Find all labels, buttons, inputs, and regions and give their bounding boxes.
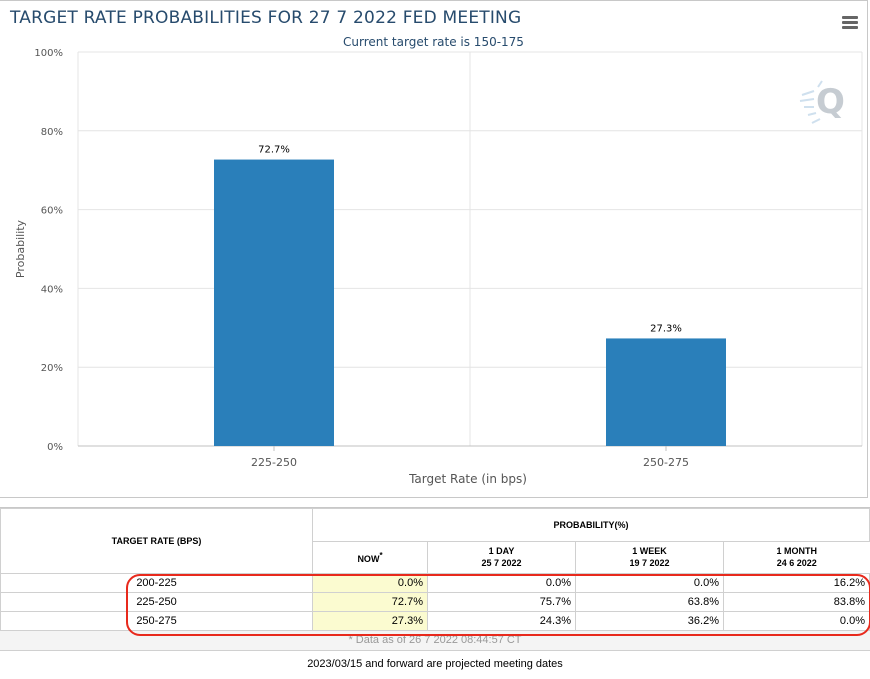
y-tick-label: 60% <box>41 206 63 217</box>
week-cell: 63.8% <box>575 592 724 612</box>
data-timestamp-footnote: * Data as of 26 7 2022 08:44:57 CT <box>0 631 870 651</box>
now-cell: 72.7% <box>312 592 428 612</box>
chart-panel: 0% 20% 40% 60% 80% 100% 72.7% 225-250 27.3% 250-2… <box>0 0 868 498</box>
projected-dates-note: 2023/03/15 and forward are projected mee… <box>307 658 563 670</box>
column-now: NOW* <box>312 540 428 574</box>
y-tick-label: 20% <box>41 363 63 374</box>
month-cell: 16.2% <box>723 573 870 593</box>
x-tick-label: 225-250 <box>251 456 297 469</box>
column-1-week: 1 WEEK 19 7 2022 <box>575 540 724 574</box>
column-1-month: 1 MONTH 24 6 2022 <box>723 540 870 574</box>
rate-cell: 250-275 <box>0 611 313 631</box>
week-cell: 0.0% <box>575 573 724 593</box>
y-tick-label: 80% <box>41 127 63 138</box>
y-axis-title: Probability <box>14 219 27 278</box>
rate-cell: 200-225 <box>0 573 313 593</box>
probability-header: PROBABILITY(%) <box>312 508 870 542</box>
day-cell: 75.7% <box>427 592 576 612</box>
table-row: 250-275 27.3% 24.3% 36.2% 0.0% <box>0 611 870 631</box>
now-cell: 0.0% <box>312 573 428 593</box>
y-tick-label: 0% <box>47 442 63 453</box>
table-row: 225-250 72.7% 75.7% 63.8% 83.8% <box>0 592 870 612</box>
q-logo-icon: Q <box>799 80 845 124</box>
table-row: 200-225 0.0% 0.0% 0.0% 16.2% <box>0 573 870 593</box>
column-1-day: 1 DAY 25 7 2022 <box>427 540 576 574</box>
rate-cell: 225-250 <box>0 592 313 612</box>
y-tick-label: 100% <box>34 48 63 59</box>
bar <box>214 159 334 446</box>
bar-chart: 0% 20% 40% 60% 80% 100% 72.7% 225-250 27.3% 250-2… <box>14 48 863 486</box>
probability-table-panel: TARGET RATE (BPS) PROBABILITY(%) NOW* 1 … <box>0 507 870 654</box>
svg-text:Q: Q <box>816 82 845 122</box>
target-rate-header: TARGET RATE (BPS) <box>0 508 313 574</box>
day-cell: 0.0% <box>427 573 576 593</box>
x-axis-title: Target Rate (in bps) <box>408 472 527 486</box>
data-label: 72.7% <box>258 145 290 156</box>
month-cell: 83.8% <box>723 592 870 612</box>
week-cell: 36.2% <box>575 611 724 631</box>
probability-table: TARGET RATE (BPS) PROBABILITY(%) NOW* 1 … <box>0 508 870 631</box>
chart-subtitle: Current target rate is 150-175 <box>343 35 524 49</box>
day-cell: 24.3% <box>427 611 576 631</box>
now-cell: 27.3% <box>312 611 428 631</box>
data-label: 27.3% <box>650 323 682 334</box>
chart-title: TARGET RATE PROBABILITIES FOR 27 7 2022 … <box>10 8 522 28</box>
month-cell: 0.0% <box>723 611 870 631</box>
bar <box>606 338 726 446</box>
hamburger-menu-icon[interactable] <box>842 16 858 30</box>
y-tick-label: 40% <box>41 284 63 295</box>
x-tick-label: 250-275 <box>643 456 689 469</box>
